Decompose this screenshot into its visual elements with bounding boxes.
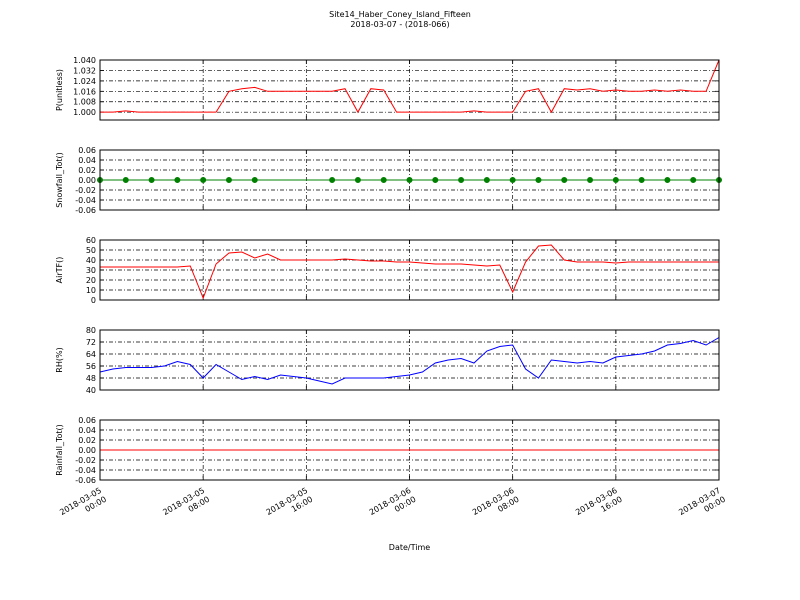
y-tick-label: 0.06 [78,146,96,155]
y-tick-label: 30 [86,266,96,275]
data-point [612,177,619,183]
data-point [148,177,155,183]
data-point [329,177,336,183]
data-line [99,337,720,385]
y-tick-label: 1.016 [73,87,96,96]
y-tick-label: 0 [91,296,96,305]
y-tick-label: 0.00 [78,446,96,455]
data-point [690,177,697,183]
y-tick-label: 10 [86,286,96,295]
y-tick-label: -0.04 [75,196,96,205]
plot-frame [99,329,720,391]
y-axis-label: RH(%) [55,347,64,372]
data-line [100,59,720,114]
y-tick-label: 60 [86,236,96,245]
x-axis-label: Date/Time [389,543,430,552]
y-axis-label: Snowfall_Tot() [55,152,64,208]
y-tick-label: 80 [86,326,96,335]
y-tick-label: -0.04 [75,466,96,475]
data-point [251,177,258,183]
y-tick-label: 1.024 [73,77,96,86]
plot-frame [99,239,720,301]
data-point [406,177,413,183]
y-tick-label: 40 [86,256,96,265]
y-tick-label: 20 [86,276,96,285]
y-tick-label: 0.02 [78,436,96,445]
data-point [509,177,516,183]
y-tick-label: 1.000 [73,108,96,117]
data-point [432,177,439,183]
y-tick-label: -0.06 [75,476,96,485]
data-point [174,177,181,183]
y-tick-label: -0.06 [75,206,96,215]
y-tick-label: 0.04 [78,426,96,435]
data-point [664,177,671,183]
y-tick-label: 64 [86,350,96,359]
y-tick-label: 50 [86,246,96,255]
data-point [535,177,542,183]
data-point [587,177,594,183]
plot-frame [99,59,720,121]
y-tick-label: 0.04 [78,156,96,165]
y-tick-label: 1.032 [73,66,96,75]
data-point [638,177,645,183]
y-tick-label: 0.02 [78,166,96,175]
y-axis-label: Rainfall_Tot() [55,424,64,476]
y-tick-label: 72 [86,338,96,347]
data-point [122,177,129,183]
data-point [561,177,568,183]
data-point [200,177,207,183]
chart-subtitle: 2018-03-07 - (2018-066) [350,20,449,29]
y-tick-label: 48 [86,374,96,383]
data-point [483,177,490,183]
y-axis-label: AirTF() [55,257,64,284]
y-tick-label: 1.008 [73,98,96,107]
y-tick-label: -0.02 [75,186,96,195]
y-tick-label: 1.040 [73,56,96,65]
data-line [100,244,719,300]
plot-frame [99,419,720,481]
y-tick-label: -0.02 [75,456,96,465]
data-point [354,177,361,183]
y-tick-label: 0.00 [78,176,96,185]
plot-frame [99,149,720,211]
data-point [380,177,387,183]
y-tick-label: 0.06 [78,416,96,425]
y-tick-label: 40 [86,386,96,395]
data-point [225,177,232,183]
chart-title: Site14_Haber_Coney_Island_Fifteen [329,10,471,19]
y-tick-label: 56 [86,362,96,371]
data-point [458,177,465,183]
y-axis-label: P(unitless) [55,69,64,111]
